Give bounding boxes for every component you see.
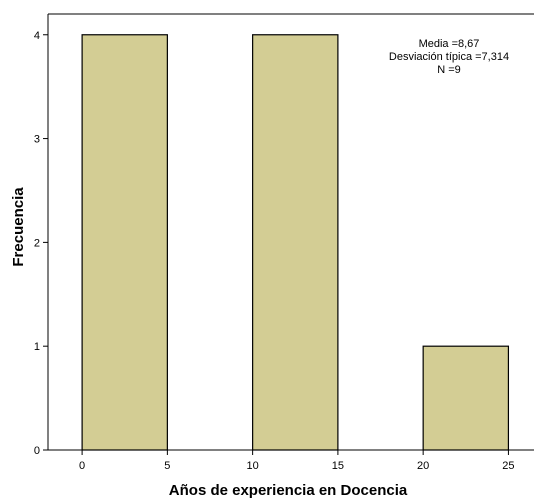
x-tick-label-5: 5 xyxy=(164,460,170,472)
stats-n: N =9 xyxy=(437,64,461,76)
x-tick-label-25: 25 xyxy=(502,460,514,472)
histogram-bar-10-15 xyxy=(252,34,339,451)
bars-group xyxy=(81,34,510,451)
histogram-bar-20-25 xyxy=(422,345,510,451)
axes-group xyxy=(47,13,534,451)
y-tick-label-0: 0 xyxy=(34,445,40,457)
y-axis-title: Frecuencia xyxy=(10,187,27,267)
x-tick-label-0: 0 xyxy=(79,460,85,472)
stats-stddev: Desviación típica =7,314 xyxy=(389,51,509,63)
ticks-group: 0 5 10 15 20 25 0 1 2 3 4 xyxy=(34,30,515,472)
y-tick-label-2: 2 xyxy=(34,237,40,249)
stats-box: Media =8,67 Desviación típica =7,314 N =… xyxy=(389,38,509,76)
x-tick-label-20: 20 xyxy=(417,460,429,472)
y-tick-label-3: 3 xyxy=(34,134,40,146)
histogram-bar-0-5 xyxy=(81,34,168,451)
x-tick-label-10: 10 xyxy=(247,460,259,472)
y-tick-label-4: 4 xyxy=(34,30,40,42)
stats-mean: Media =8,67 xyxy=(419,38,480,50)
x-axis-title: Años de experiencia en Docencia xyxy=(169,482,408,499)
y-tick-label-1: 1 xyxy=(34,341,40,353)
x-tick-label-15: 15 xyxy=(332,460,344,472)
